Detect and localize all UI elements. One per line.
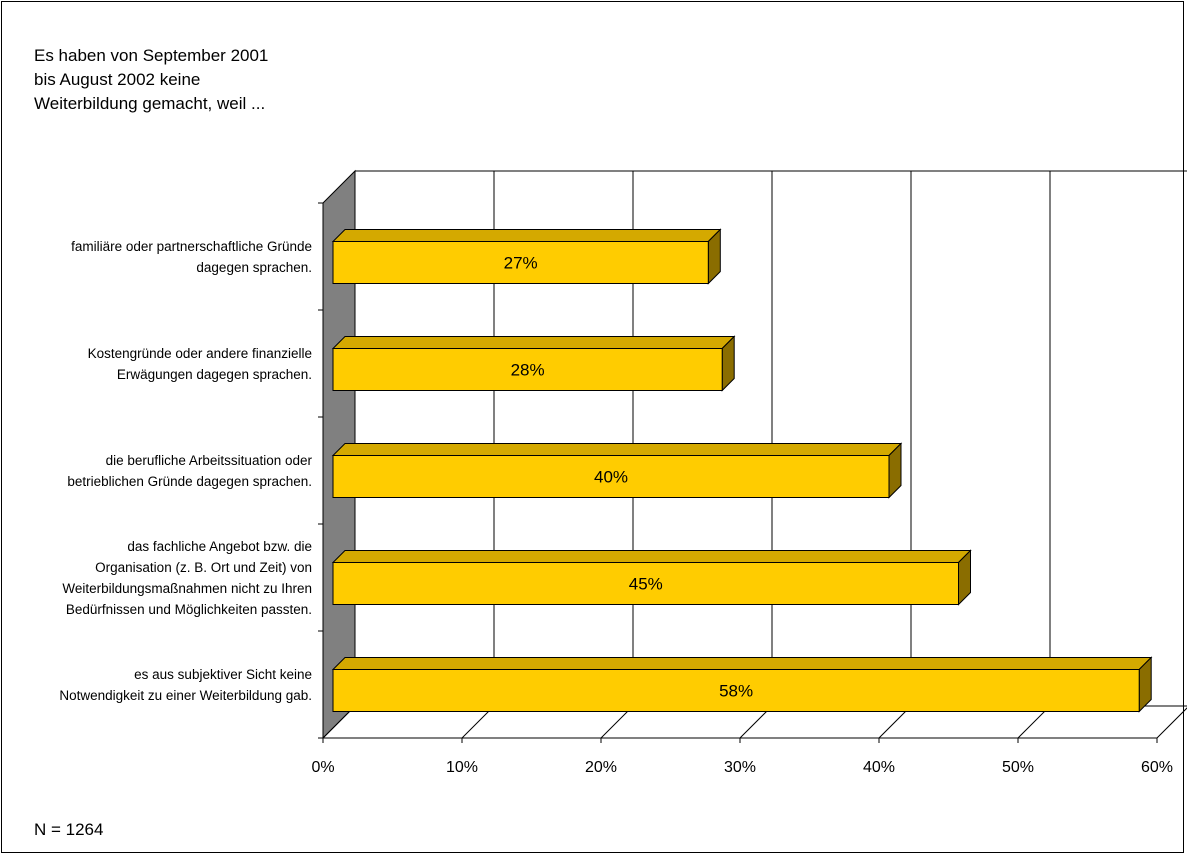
bar <box>331 549 972 606</box>
category-label: betrieblichen Gründe dagegen sprachen. <box>67 474 312 489</box>
bar-top-face <box>331 229 722 242</box>
category-label: die berufliche Arbeitssituation oder <box>106 453 313 468</box>
x-tick-label: 60% <box>1141 759 1173 776</box>
x-tick-label: 40% <box>863 759 895 776</box>
x-tick-label: 50% <box>1002 759 1034 776</box>
x-tick-label: 30% <box>724 759 756 776</box>
bar-top-face <box>331 657 1153 670</box>
bar-front-face <box>332 562 959 605</box>
category-label: Weiterbildungsmaßnahmen nicht zu Ihren <box>62 581 312 596</box>
data-label: 58% <box>719 682 753 701</box>
category-label: Organisation (z. B. Ort und Zeit) von <box>95 560 312 575</box>
category-label: es aus subjektiver Sicht keine <box>134 667 312 682</box>
bar-front-face <box>332 455 890 498</box>
bar <box>331 442 903 499</box>
sample-size-note: N = 1264 <box>34 820 104 839</box>
category-label: das fachliche Angebot bzw. die <box>127 539 312 554</box>
data-label: 28% <box>511 361 545 380</box>
title-line: Weiterbildung gemacht, weil ... <box>34 94 266 113</box>
category-label: dagegen sprachen. <box>196 260 312 275</box>
category-label: Bedürfnissen und Möglichkeiten passten. <box>66 602 312 617</box>
bar <box>331 656 1153 713</box>
title-line: bis August 2002 keine <box>34 70 201 89</box>
category-label: Kostengründe oder andere finanzielle <box>88 346 312 361</box>
data-label: 40% <box>594 468 628 487</box>
bar <box>331 228 722 285</box>
category-label: Erwägungen dagegen sprachen. <box>117 367 312 382</box>
x-tick-label: 10% <box>446 759 478 776</box>
chart-title: Es haben von September 2001 bis August 2… <box>34 44 268 116</box>
floor-grid-line <box>1156 707 1187 739</box>
x-tick-label: 0% <box>311 759 334 776</box>
bar-front-face <box>332 348 723 391</box>
bar-top-face <box>331 336 736 349</box>
bar-front-face <box>332 241 709 284</box>
bar-front-face <box>332 669 1140 712</box>
title-line: Es haben von September 2001 <box>34 46 269 65</box>
bar <box>331 335 736 392</box>
data-label: 27% <box>504 254 538 273</box>
bar-top-face <box>331 550 972 563</box>
bar-top-face <box>331 443 903 456</box>
data-label: 45% <box>629 575 663 594</box>
category-label: familiäre oder partnerschaftliche Gründe <box>71 239 312 254</box>
category-label: Notwendigkeit zu einer Weiterbildung gab… <box>59 688 312 703</box>
x-tick-label: 20% <box>585 759 617 776</box>
